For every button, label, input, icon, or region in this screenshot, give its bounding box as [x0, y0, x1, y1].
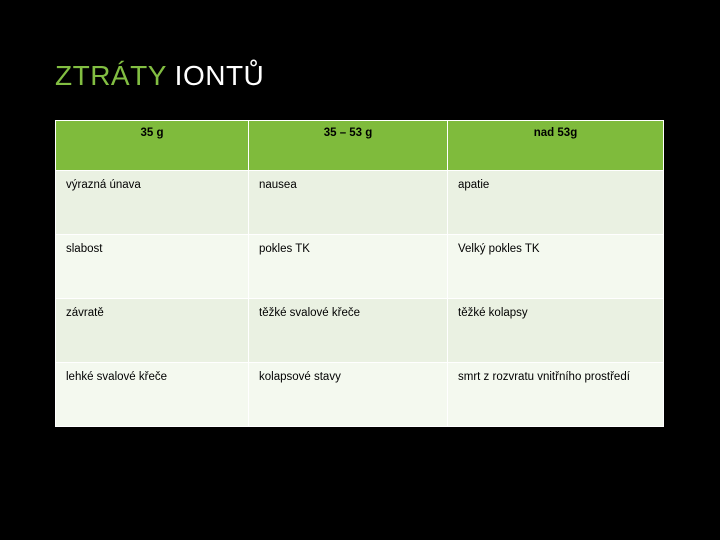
- cell: smrt z rozvratu vnitřního prostředí: [448, 363, 664, 427]
- cell: apatie: [448, 171, 664, 235]
- cell: pokles TK: [249, 235, 448, 299]
- table-row: lehké svalové křeče kolapsové stavy smrt…: [56, 363, 664, 427]
- table-header-row: 35 g 35 – 53 g nad 53g: [56, 121, 664, 171]
- col-header-1: 35 – 53 g: [249, 121, 448, 171]
- col-header-2: nad 53g: [448, 121, 664, 171]
- table-row: slabost pokles TK Velký pokles TK: [56, 235, 664, 299]
- cell: kolapsové stavy: [249, 363, 448, 427]
- title-word-1: ZTRÁTY: [55, 60, 166, 91]
- slide-title: ZTRÁTY IONTŮ: [55, 60, 665, 92]
- slide: ZTRÁTY IONTŮ 35 g 35 – 53 g nad 53g výra…: [0, 0, 720, 540]
- cell: závratě: [56, 299, 249, 363]
- table-row: závratě těžké svalové křeče těžké kolaps…: [56, 299, 664, 363]
- table-row: výrazná únava nausea apatie: [56, 171, 664, 235]
- ion-loss-table: 35 g 35 – 53 g nad 53g výrazná únava nau…: [55, 120, 664, 427]
- cell: těžké svalové křeče: [249, 299, 448, 363]
- col-header-0: 35 g: [56, 121, 249, 171]
- cell: těžké kolapsy: [448, 299, 664, 363]
- cell: lehké svalové křeče: [56, 363, 249, 427]
- cell: nausea: [249, 171, 448, 235]
- title-word-2: IONTŮ: [175, 60, 265, 91]
- cell: Velký pokles TK: [448, 235, 664, 299]
- cell: slabost: [56, 235, 249, 299]
- cell: výrazná únava: [56, 171, 249, 235]
